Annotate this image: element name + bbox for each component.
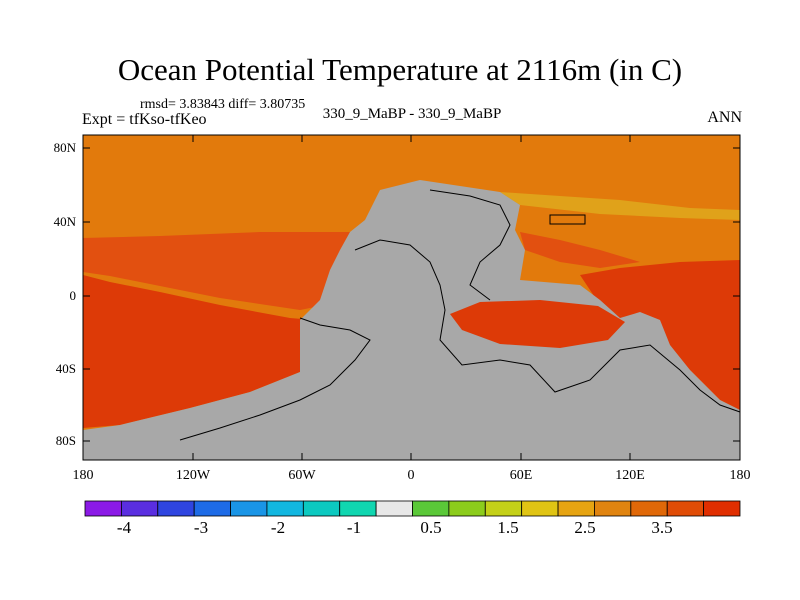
- pacific-red-zone: [83, 275, 350, 428]
- colorbar-swatch: [703, 500, 741, 517]
- colorbar-swatch: [193, 500, 231, 517]
- colorbar-swatch: [484, 500, 523, 517]
- experiment-label: Expt = tfKso-tfKeo: [82, 111, 207, 128]
- colorbar-label: -3: [193, 518, 209, 537]
- plot-title: Ocean Potential Temperature at 2116m (in…: [117, 52, 683, 87]
- case-label: 330_9_MaBP - 330_9_MaBP: [322, 106, 502, 122]
- mid-latitude-band: [83, 232, 370, 310]
- y-tick-label: 40S: [55, 361, 76, 376]
- y-tick-label: 80N: [53, 140, 76, 155]
- colorbar-swatch: [666, 500, 705, 517]
- colorbar-swatch: [375, 500, 413, 517]
- colorbar-swatch: [521, 500, 559, 517]
- southern-contour: [179, 317, 371, 441]
- colorbar-label: -4: [116, 518, 132, 537]
- coastline-contour: [354, 239, 741, 413]
- colorbar-label: -1: [346, 518, 362, 537]
- x-tick-label: 120E: [615, 468, 645, 483]
- x-tick-label: 60W: [288, 468, 316, 483]
- y-tick-label: 80S: [55, 433, 76, 448]
- colorbar-label: 3.5: [651, 518, 673, 537]
- colorbar-swatch: [230, 500, 268, 517]
- x-tick-label: 120W: [175, 468, 211, 483]
- y-tick-label: 0: [69, 288, 77, 303]
- northern-red-patch: [520, 232, 640, 268]
- northern-warm-streak: [500, 192, 740, 220]
- season-label: ANN: [707, 109, 742, 126]
- colorbar-swatch: [339, 500, 377, 517]
- tick-marks: [82, 135, 741, 460]
- colorbar-swatch: [120, 500, 159, 517]
- colorbar-label: -2: [270, 518, 286, 537]
- colorbar-swatch: [448, 500, 486, 517]
- colorbar-swatch: [594, 500, 632, 517]
- colorbar-label: 1.5: [497, 518, 519, 537]
- northern-contour: [429, 189, 511, 301]
- colorbar-swatch: [412, 500, 450, 517]
- land-mask: [83, 180, 740, 460]
- colorbar-swatch: [157, 500, 195, 517]
- x-tick-label: 60E: [509, 468, 533, 483]
- colorbar-swatch: [557, 500, 595, 517]
- colorbar-swatch: [266, 500, 304, 517]
- colorbar-swatch: [302, 500, 341, 517]
- colorbar-swatch: [630, 500, 668, 517]
- x-tick-label: 0: [407, 468, 415, 483]
- colorbar-label: 2.5: [574, 518, 596, 537]
- colorbar-swatch: [84, 500, 122, 517]
- central-basin: [450, 300, 625, 348]
- y-tick-label: 40N: [53, 214, 76, 229]
- x-tick-label: 180: [72, 468, 94, 483]
- colorbar: [84, 500, 741, 517]
- x-tick-label: 180: [729, 468, 751, 483]
- stats-line: rmsd= 3.83843 diff= 3.80735: [140, 97, 306, 112]
- lake-contour: [549, 214, 586, 225]
- colorbar-label: 0.5: [420, 518, 442, 537]
- map-panel: [82, 134, 741, 461]
